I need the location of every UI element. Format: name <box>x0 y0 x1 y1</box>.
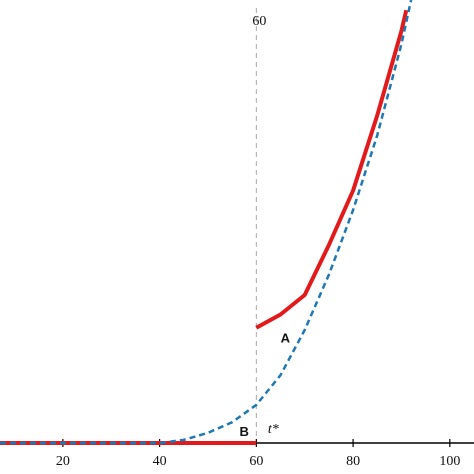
x-tick-label: 20 <box>56 454 70 469</box>
x-tick-label: 60 <box>249 454 263 469</box>
series-line <box>0 0 413 445</box>
x-tick-label: 80 <box>346 454 360 469</box>
annotation: t* <box>268 422 279 437</box>
x-tick-label: 40 <box>153 454 167 469</box>
reference-label: 60 <box>252 14 266 29</box>
series-line <box>0 9 409 445</box>
annotation: A <box>281 330 291 345</box>
x-tick-label: 100 <box>439 454 460 469</box>
annotation: B <box>240 424 249 439</box>
